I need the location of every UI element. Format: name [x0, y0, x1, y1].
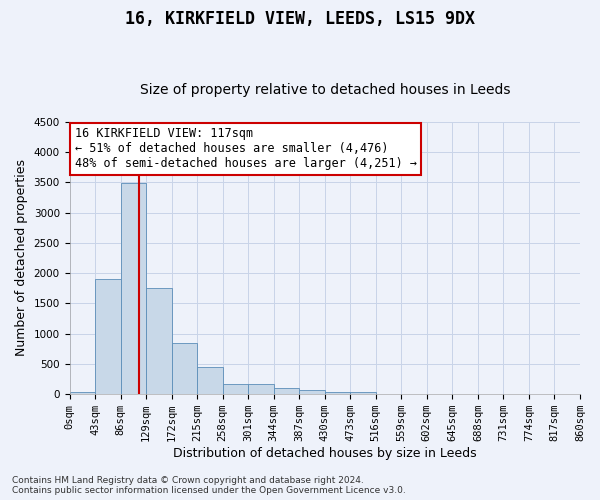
Text: 16, KIRKFIELD VIEW, LEEDS, LS15 9DX: 16, KIRKFIELD VIEW, LEEDS, LS15 9DX	[125, 10, 475, 28]
Text: 16 KIRKFIELD VIEW: 117sqm
← 51% of detached houses are smaller (4,476)
48% of se: 16 KIRKFIELD VIEW: 117sqm ← 51% of detac…	[74, 127, 416, 170]
Bar	[95, 279, 121, 394]
Bar	[172, 344, 197, 394]
Bar	[146, 288, 172, 394]
Bar	[223, 384, 248, 394]
Title: Size of property relative to detached houses in Leeds: Size of property relative to detached ho…	[140, 83, 510, 97]
Bar	[70, 392, 95, 394]
Text: Contains HM Land Registry data © Crown copyright and database right 2024.
Contai: Contains HM Land Registry data © Crown c…	[12, 476, 406, 495]
Bar	[299, 390, 325, 394]
Bar	[350, 392, 376, 394]
Bar	[121, 183, 146, 394]
Y-axis label: Number of detached properties: Number of detached properties	[15, 160, 28, 356]
Bar	[274, 388, 299, 394]
Bar	[325, 392, 350, 394]
Bar	[197, 367, 223, 394]
Bar	[248, 384, 274, 394]
X-axis label: Distribution of detached houses by size in Leeds: Distribution of detached houses by size …	[173, 447, 476, 460]
